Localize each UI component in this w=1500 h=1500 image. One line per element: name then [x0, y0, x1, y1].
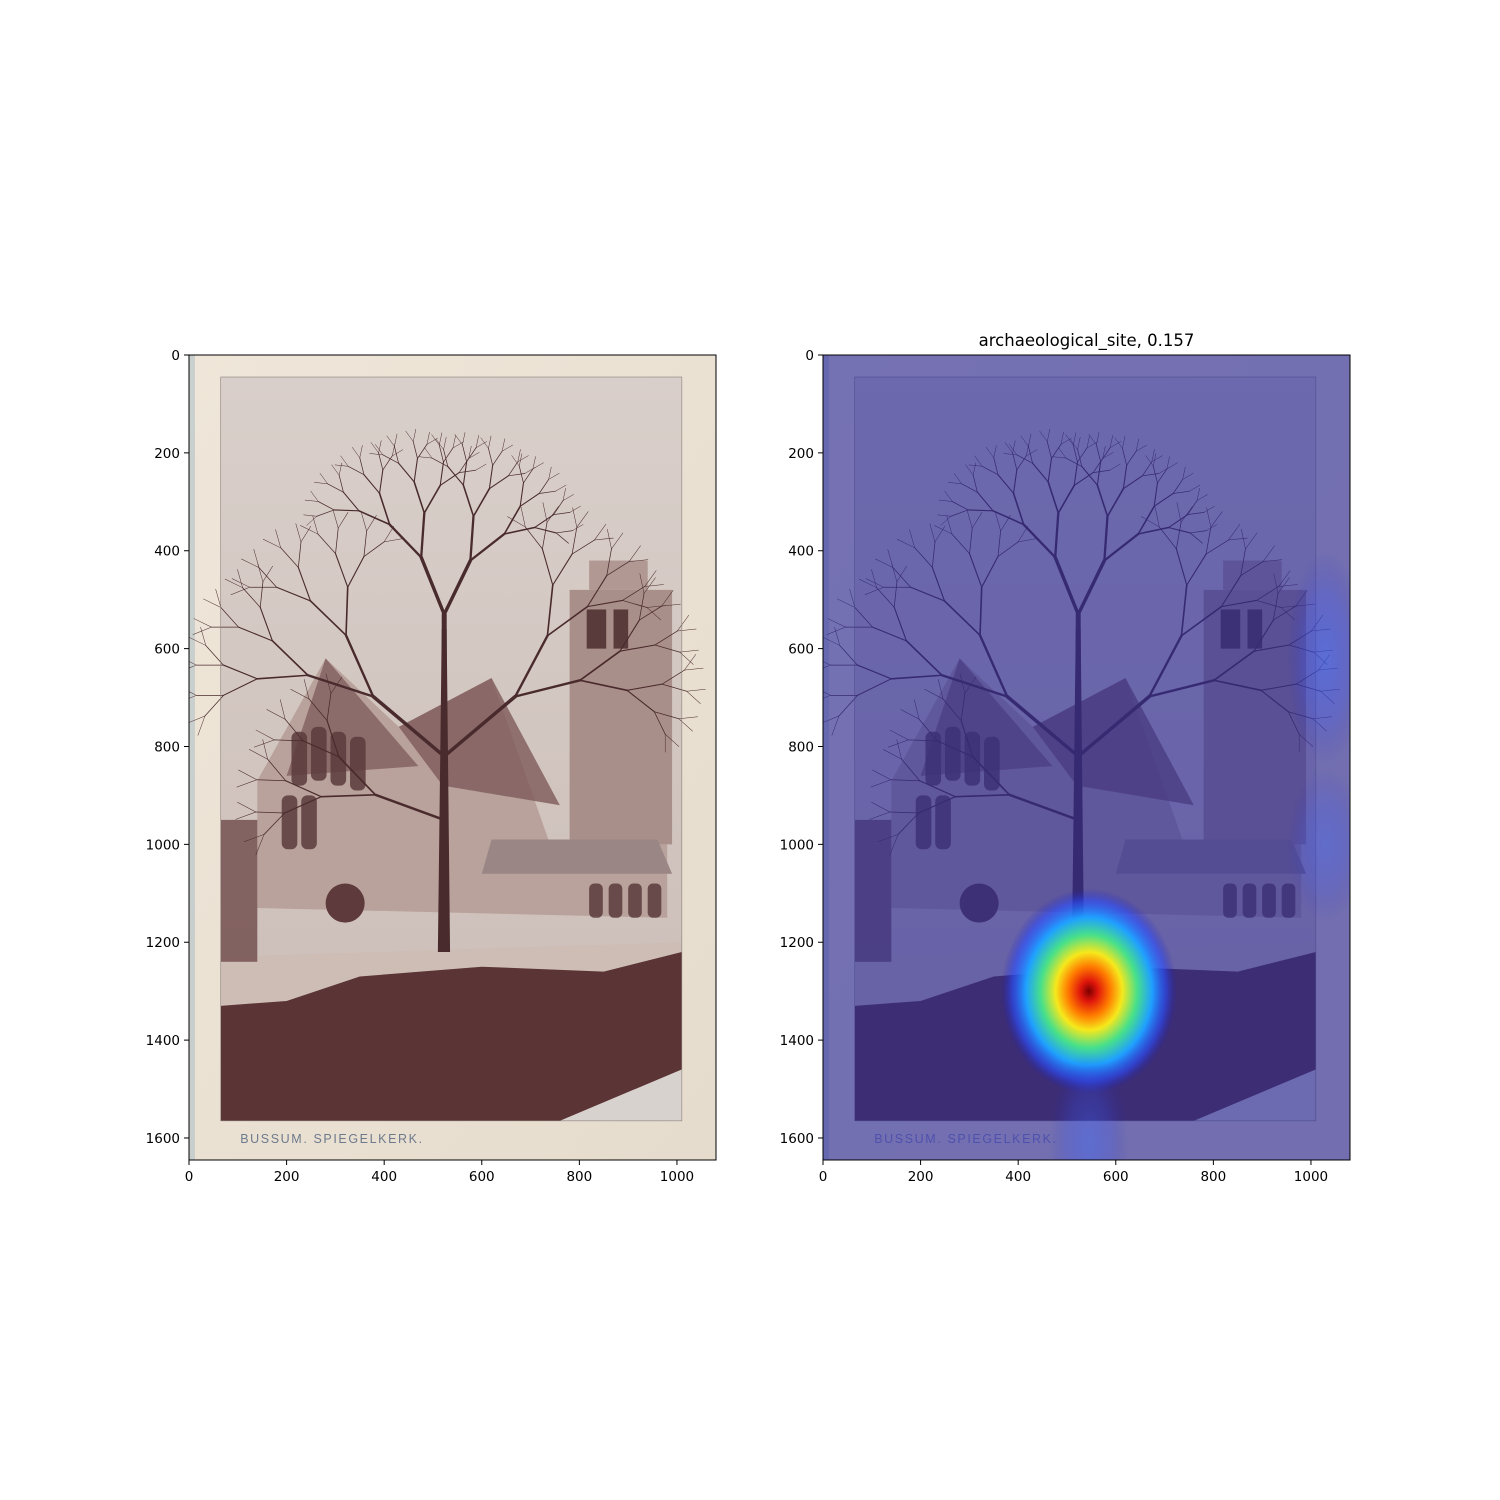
y-tick-label: 600 — [154, 642, 180, 658]
x-tick-label: 800 — [566, 1169, 592, 1185]
image-caption: BUSSUM. SPIEGELKERK. — [240, 1132, 423, 1146]
postcard-image: BUSSUM. SPIEGELKERK. — [823, 355, 1350, 1160]
x-tick-label: 600 — [469, 1169, 495, 1185]
y-tick-label: 400 — [154, 544, 180, 560]
x-tick-label: 200 — [274, 1169, 300, 1185]
x-tick-label: 1000 — [660, 1169, 694, 1185]
y-tick-label: 800 — [788, 739, 814, 755]
activation-hotspot — [1001, 888, 1177, 1094]
y-tick-label: 1000 — [780, 837, 814, 853]
y-tick-label: 1400 — [780, 1033, 814, 1049]
y-tick-label: 0 — [171, 348, 180, 364]
y-tick-label: 1600 — [780, 1131, 814, 1147]
y-tick-label: 400 — [788, 544, 814, 560]
heatmap-overlay-panel: BUSSUM. SPIEGELKERK. 0 200 400 600 800 1000 0 20… — [780, 331, 1351, 1185]
y-tick-label: 1600 — [146, 1131, 180, 1147]
activation-region — [1049, 1050, 1128, 1160]
activation-region — [1286, 550, 1350, 767]
postcard-image: BUSSUM. SPIEGELKERK. — [189, 355, 716, 1160]
x-tick-label: 400 — [371, 1169, 397, 1185]
x-tick-label: 1000 — [1294, 1169, 1328, 1185]
y-tick-label: 200 — [788, 446, 814, 462]
x-tick-label: 400 — [1005, 1169, 1031, 1185]
y-tick-label: 1000 — [146, 837, 180, 853]
x-tick-label: 600 — [1103, 1169, 1129, 1185]
x-tick-label: 800 — [1200, 1169, 1226, 1185]
activation-region — [1286, 767, 1350, 922]
y-tick-label: 600 — [788, 642, 814, 658]
y-tick-label: 200 — [154, 446, 180, 462]
chart-title: archaeological_site, 0.157 — [979, 331, 1195, 351]
original-image-panel: BUSSUM. SPIEGELKERK. 0 200 400 600 800 1000 0 20… — [146, 348, 717, 1185]
y-tick-label: 0 — [805, 348, 814, 364]
axes-frame — [188, 354, 717, 1161]
x-tick-label: 0 — [819, 1169, 828, 1185]
x-tick-label: 0 — [185, 1169, 194, 1185]
axes-frame — [822, 354, 1351, 1161]
y-tick-label: 1400 — [146, 1033, 180, 1049]
y-tick-label: 1200 — [780, 935, 814, 951]
y-tick-label: 800 — [154, 739, 180, 755]
y-tick-label: 1200 — [146, 935, 180, 951]
x-tick-label: 200 — [908, 1169, 934, 1185]
